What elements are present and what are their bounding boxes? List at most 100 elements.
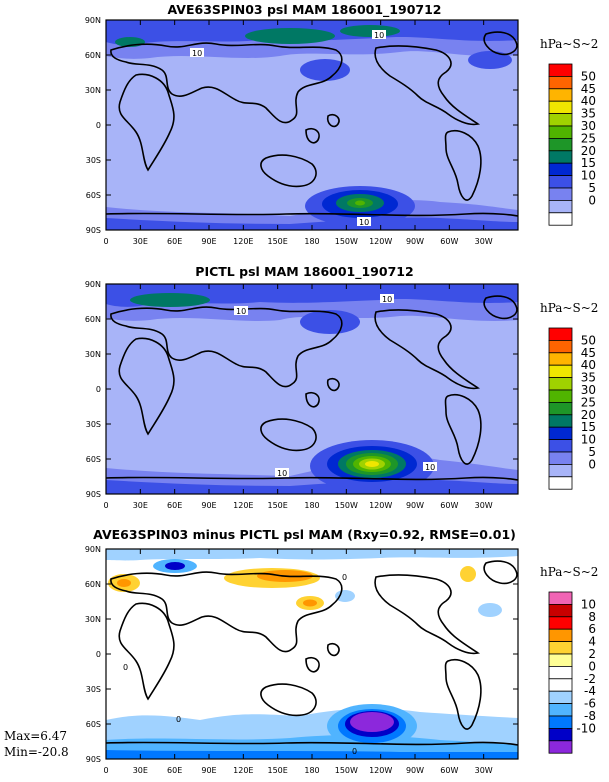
units-label: hPa~S~2 bbox=[540, 37, 598, 51]
lon-tick-label: 120E bbox=[233, 237, 253, 246]
colorbar-segment bbox=[548, 628, 573, 643]
colorbar-segment bbox=[548, 137, 573, 152]
contour-label: 10 bbox=[236, 307, 246, 316]
colorbar-segment bbox=[548, 715, 573, 729]
lat-tick-label: 90S bbox=[86, 226, 101, 235]
colorbars: 5045403530252015105050454035302520151050… bbox=[548, 63, 596, 754]
coastline-path bbox=[118, 73, 175, 172]
lat-tick-label: 60N bbox=[85, 315, 101, 324]
lon-tick-label: 150E bbox=[268, 237, 288, 246]
coastline-path bbox=[374, 309, 481, 390]
lat-tick-label: 0 bbox=[96, 121, 101, 130]
lon-tick-label: 120E bbox=[233, 501, 253, 510]
coastline-path bbox=[483, 31, 518, 56]
colorbar-segment bbox=[548, 591, 573, 605]
colorbar-segment bbox=[548, 187, 573, 201]
coastline-path bbox=[326, 642, 340, 657]
panel-3-title: AVE63SPIN03 minus PICTL psl MAM (Rxy=0.9… bbox=[93, 527, 516, 542]
colorbar-label: 30 bbox=[581, 119, 596, 133]
units-label: hPa~S~2 bbox=[540, 301, 598, 315]
lon-tick-label: 30W bbox=[475, 237, 493, 246]
colorbar-label: 15 bbox=[581, 420, 596, 434]
colorbar-segment bbox=[548, 740, 573, 754]
lon-tick-label: 180 bbox=[304, 766, 319, 775]
lat-tick-label: 90N bbox=[85, 280, 101, 289]
lon-tick-label: 30E bbox=[133, 501, 148, 510]
colorbar-label: 45 bbox=[581, 346, 596, 360]
colorbar-segment bbox=[548, 451, 573, 465]
coastline-path bbox=[305, 391, 320, 408]
lat-tick-label: 30S bbox=[86, 685, 101, 694]
lon-tick-label: 60E bbox=[167, 237, 182, 246]
lat-tick-label: 60S bbox=[86, 191, 101, 200]
colorbar-segment bbox=[548, 389, 573, 403]
colorbar-label: 5 bbox=[588, 181, 596, 195]
min-stat: Min=-20.8 bbox=[4, 745, 69, 759]
lon-tick-label: 30E bbox=[133, 237, 148, 246]
colorbar-label: 6 bbox=[588, 622, 596, 636]
contour-label: 10 bbox=[425, 463, 435, 472]
colorbar-segment bbox=[548, 162, 573, 176]
coastline-path bbox=[444, 130, 482, 201]
contour-label: 10 bbox=[192, 49, 202, 58]
lon-tick-label: 150W bbox=[335, 766, 358, 775]
colorbar-label: 10 bbox=[581, 597, 596, 611]
colorbar-segment bbox=[548, 414, 573, 428]
colorbar-segment bbox=[548, 666, 573, 680]
lon-tick-label: 90W bbox=[406, 237, 424, 246]
colorbar-segment bbox=[548, 113, 573, 127]
colorbar-segment bbox=[548, 604, 573, 618]
colorbar-segment bbox=[548, 150, 573, 164]
contour-label: 0 bbox=[342, 573, 347, 582]
coastline-path bbox=[444, 394, 482, 465]
coastline-path bbox=[118, 337, 175, 436]
lon-tick-label: 60E bbox=[167, 501, 182, 510]
colorbar-segment bbox=[548, 364, 573, 379]
map-panel-3 bbox=[106, 549, 518, 759]
coastline-path bbox=[374, 574, 481, 655]
coastline-path bbox=[110, 42, 343, 124]
colorbar-label: 25 bbox=[581, 131, 596, 145]
colorbar-label: 40 bbox=[581, 358, 596, 372]
colorbar-segment bbox=[548, 678, 573, 692]
lat-tick-label: 30S bbox=[86, 420, 101, 429]
colorbar-segment bbox=[548, 327, 573, 341]
colorbar-label: 45 bbox=[581, 82, 596, 96]
colorbar-label: 40 bbox=[581, 94, 596, 108]
colorbar-segment bbox=[548, 616, 573, 630]
coastline-path bbox=[105, 212, 519, 217]
colorbar-segment bbox=[548, 76, 573, 90]
lon-tick-label: 90E bbox=[201, 237, 216, 246]
colorbar-segment bbox=[548, 212, 573, 226]
colorbar-segment bbox=[548, 175, 573, 189]
contour-label: 10 bbox=[374, 31, 384, 40]
colorbar-segment bbox=[548, 125, 573, 139]
colorbar-segment bbox=[548, 653, 573, 667]
lat-tick-label: 0 bbox=[96, 385, 101, 394]
lat-tick-label: 90S bbox=[86, 755, 101, 764]
colorbar-segment bbox=[548, 63, 573, 77]
colorbar-label: 2 bbox=[588, 647, 596, 661]
colorbar-segment bbox=[548, 476, 573, 490]
coastline-path bbox=[105, 741, 519, 746]
lon-tick-label: 60W bbox=[440, 766, 458, 775]
lon-tick-label: 0 bbox=[103, 766, 108, 775]
lat-tick-label: 90N bbox=[85, 545, 101, 554]
colorbar-label: 5 bbox=[588, 445, 596, 459]
colorbar-segment bbox=[548, 199, 573, 214]
lat-tick-label: 90N bbox=[85, 16, 101, 25]
lon-tick-label: 90E bbox=[201, 501, 216, 510]
coastlines bbox=[105, 31, 519, 746]
lon-tick-label: 90W bbox=[406, 501, 424, 510]
coastline-path bbox=[260, 683, 317, 717]
colorbar-label: 35 bbox=[581, 371, 596, 385]
colorbar-label: 20 bbox=[581, 144, 596, 158]
coastline-path bbox=[374, 45, 481, 126]
colorbar-label: -4 bbox=[584, 684, 596, 698]
coastline-path bbox=[305, 656, 320, 673]
colorbar-segment bbox=[548, 728, 573, 742]
coastline-path bbox=[260, 154, 317, 188]
coastline-path bbox=[444, 659, 482, 730]
lon-tick-label: 30W bbox=[475, 766, 493, 775]
